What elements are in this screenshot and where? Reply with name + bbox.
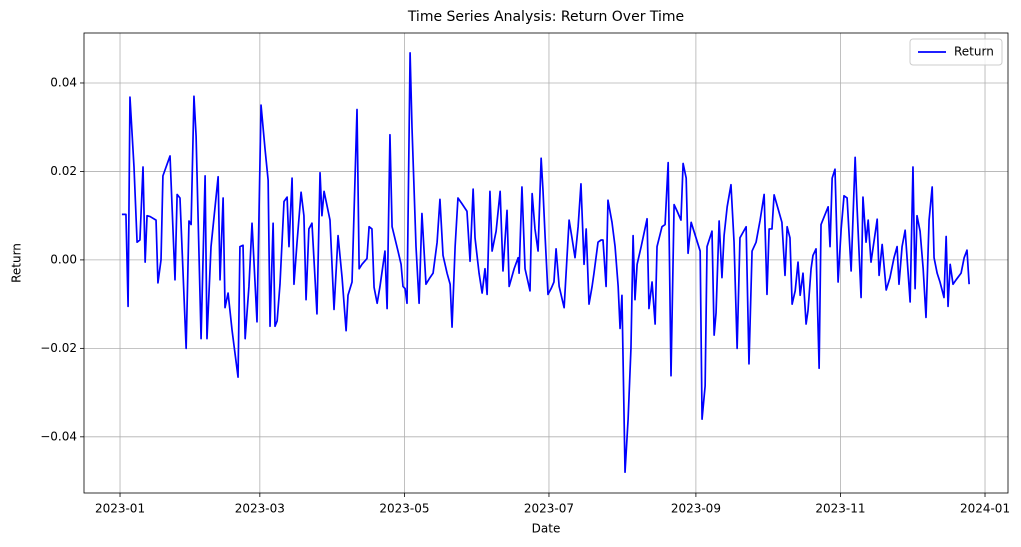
chart-title: Time Series Analysis: Return Over Time: [407, 9, 684, 25]
x-tick-label: 2023-07: [524, 502, 574, 516]
x-tick-label: 2023-01: [95, 502, 145, 516]
legend-label: Return: [954, 45, 994, 59]
y-axis-label: Return: [10, 243, 24, 283]
x-axis-label: Date: [532, 522, 561, 536]
y-tick-label: 0.04: [50, 75, 77, 89]
y-tick-label: −0.02: [40, 341, 77, 355]
x-tick-label: 2023-03: [235, 502, 285, 516]
y-tick-label: 0.00: [50, 252, 77, 266]
y-tick-label: −0.04: [40, 429, 77, 443]
x-tick-label: 2023-09: [671, 502, 721, 516]
y-tick-label: 0.02: [50, 164, 77, 178]
data-line: [121, 52, 970, 474]
plot-frame: [83, 32, 1009, 494]
legend-box: [909, 38, 1003, 66]
x-tick-label: 2023-11: [815, 502, 865, 516]
x-tick-label: 2023-05: [379, 502, 429, 516]
x-tick-label: 2024-01: [960, 502, 1010, 516]
